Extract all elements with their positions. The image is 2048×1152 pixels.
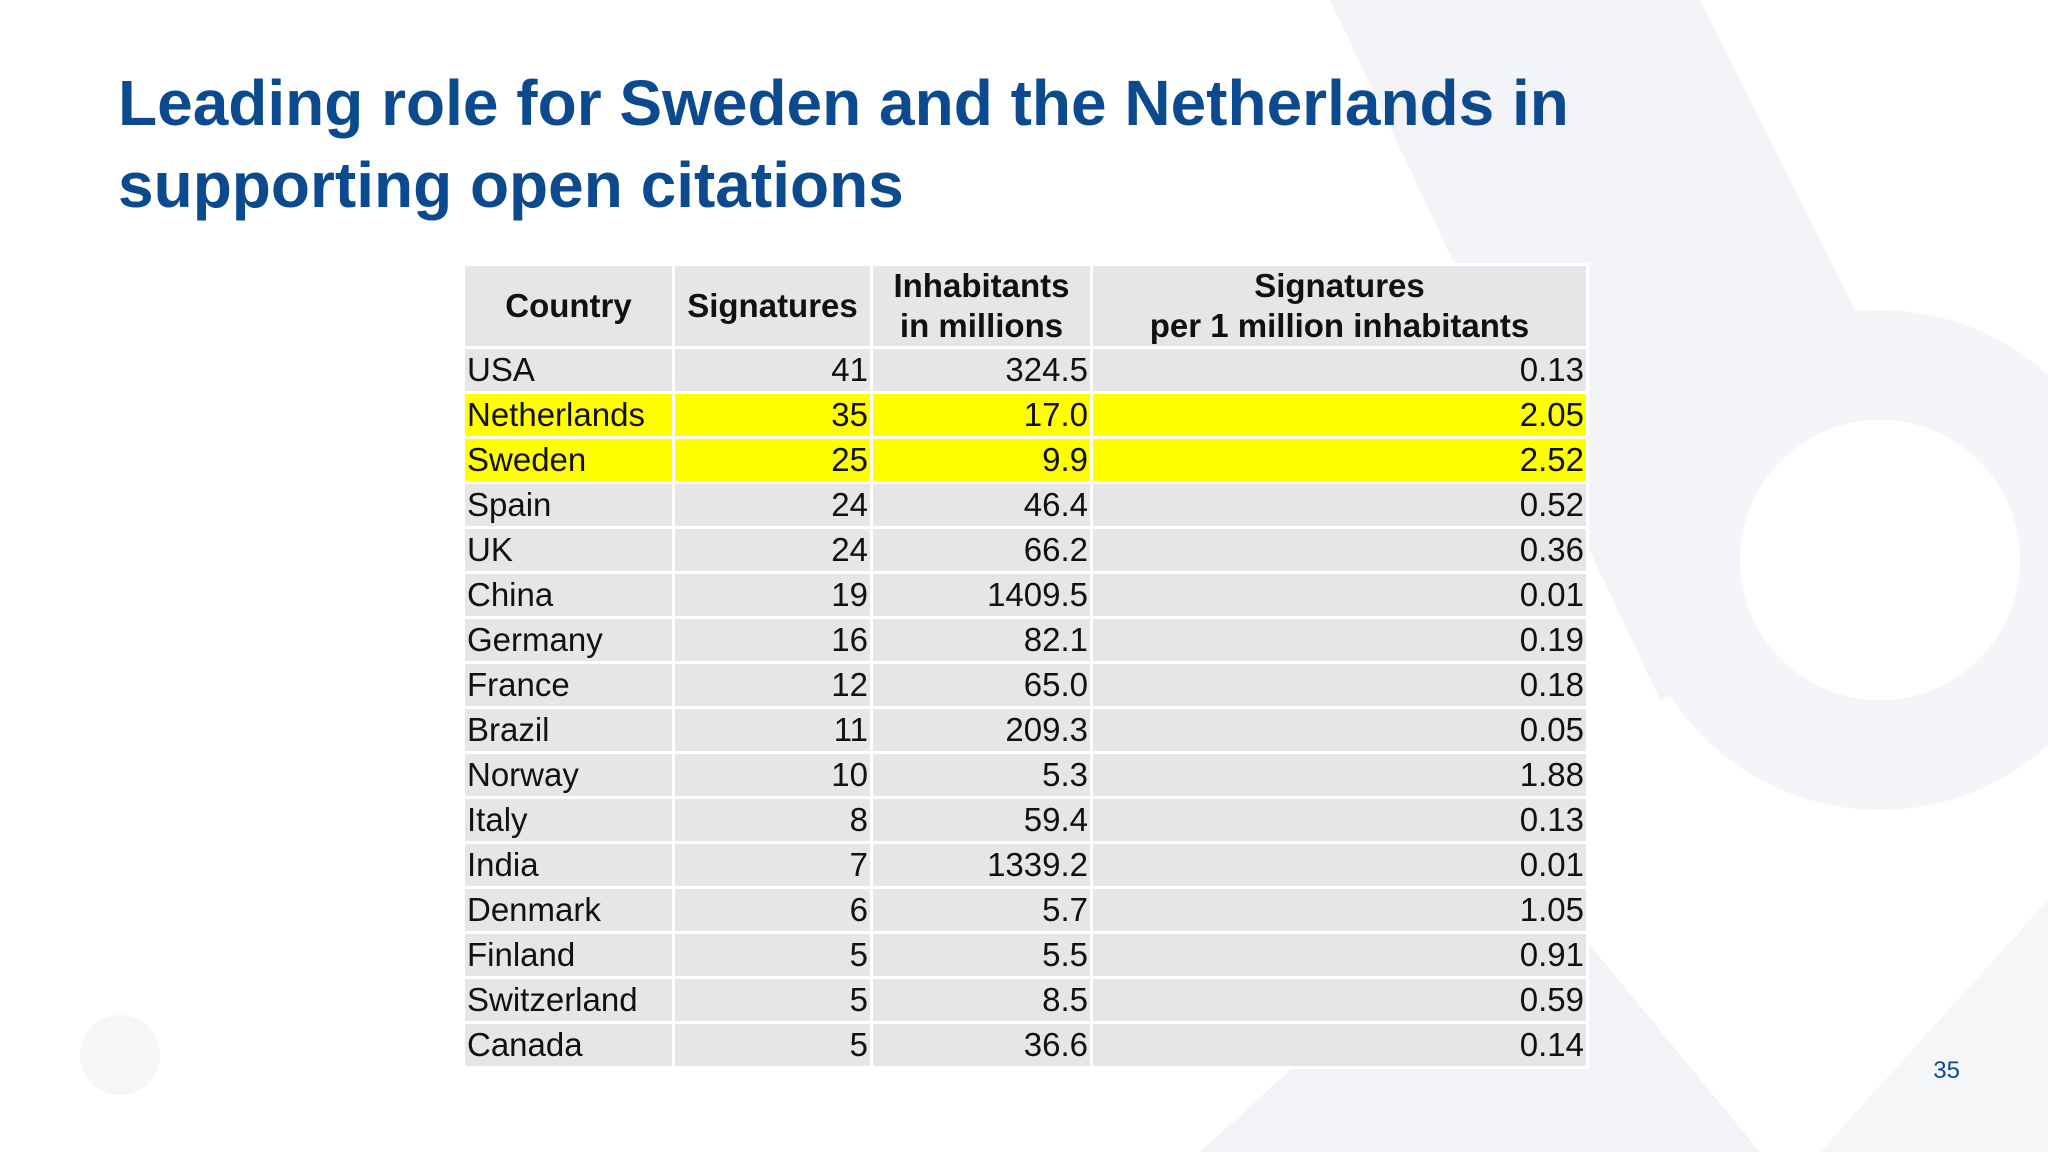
table-row: USA 41 324.5 0.13 (462, 346, 1589, 394)
signatures-cell: 8 (672, 796, 873, 844)
per-million-cell: 0.01 (1090, 571, 1589, 619)
inhabitants-cell: 1409.5 (870, 571, 1093, 619)
country-cell: Spain (462, 481, 675, 529)
signatures-cell: 10 (672, 751, 873, 799)
inhabitants-cell: 8.5 (870, 976, 1093, 1024)
inhabitants-cell: 324.5 (870, 346, 1093, 394)
header-signatures: Signatures (672, 263, 873, 349)
inhabitants-cell: 209.3 (870, 706, 1093, 754)
signatures-cell: 5 (672, 976, 873, 1024)
signatures-table-container: Country Signatures Inhabitants in millio… (462, 263, 1589, 1069)
country-cell: Finland (462, 931, 675, 979)
per-million-cell: 2.52 (1090, 436, 1589, 484)
signatures-cell: 24 (672, 526, 873, 574)
table-row: China 19 1409.5 0.01 (462, 571, 1589, 619)
table-row: Denmark 6 5.7 1.05 (462, 886, 1589, 934)
signatures-cell: 16 (672, 616, 873, 664)
country-cell: Switzerland (462, 976, 675, 1024)
country-cell: China (462, 571, 675, 619)
table-row: Switzerland 5 8.5 0.59 (462, 976, 1589, 1024)
table-row: Spain 24 46.4 0.52 (462, 481, 1589, 529)
signatures-table: Country Signatures Inhabitants in millio… (462, 263, 1589, 1069)
table-row: India 7 1339.2 0.01 (462, 841, 1589, 889)
inhabitants-cell: 66.2 (870, 526, 1093, 574)
country-cell: Netherlands (462, 391, 675, 439)
country-cell: Sweden (462, 436, 675, 484)
table-row: France 12 65.0 0.18 (462, 661, 1589, 709)
slide-title: Leading role for Sweden and the Netherla… (118, 67, 1569, 221)
header-signatures-per-million: Signatures per 1 million inhabitants (1090, 263, 1589, 349)
signatures-cell: 7 (672, 841, 873, 889)
inhabitants-cell: 9.9 (870, 436, 1093, 484)
inhabitants-cell: 17.0 (870, 391, 1093, 439)
table-row: Canada 5 36.6 0.14 (462, 1021, 1589, 1069)
inhabitants-cell: 5.7 (870, 886, 1093, 934)
table-header-row: Country Signatures Inhabitants in millio… (462, 263, 1589, 349)
per-million-cell: 0.01 (1090, 841, 1589, 889)
table-row: Sweden 25 9.9 2.52 (462, 436, 1589, 484)
country-cell: France (462, 661, 675, 709)
header-country: Country (462, 263, 675, 349)
table-row: Norway 10 5.3 1.88 (462, 751, 1589, 799)
signatures-cell: 25 (672, 436, 873, 484)
country-cell: Brazil (462, 706, 675, 754)
per-million-cell: 2.05 (1090, 391, 1589, 439)
inhabitants-cell: 5.5 (870, 931, 1093, 979)
country-cell: Italy (462, 796, 675, 844)
signatures-cell: 41 (672, 346, 873, 394)
per-million-cell: 1.05 (1090, 886, 1589, 934)
table-row: Netherlands 35 17.0 2.05 (462, 391, 1589, 439)
country-cell: India (462, 841, 675, 889)
per-million-cell: 0.91 (1090, 931, 1589, 979)
inhabitants-cell: 1339.2 (870, 841, 1093, 889)
inhabitants-cell: 59.4 (870, 796, 1093, 844)
signatures-cell: 5 (672, 931, 873, 979)
per-million-cell: 1.88 (1090, 751, 1589, 799)
inhabitants-cell: 82.1 (870, 616, 1093, 664)
signatures-cell: 19 (672, 571, 873, 619)
signatures-cell: 6 (672, 886, 873, 934)
signatures-cell: 35 (672, 391, 873, 439)
per-million-cell: 0.18 (1090, 661, 1589, 709)
per-million-cell: 0.14 (1090, 1021, 1589, 1069)
country-cell: USA (462, 346, 675, 394)
header-inhabitants: Inhabitants in millions (870, 263, 1093, 349)
per-million-cell: 0.05 (1090, 706, 1589, 754)
per-million-cell: 0.19 (1090, 616, 1589, 664)
signatures-cell: 5 (672, 1021, 873, 1069)
table-row: Germany 16 82.1 0.19 (462, 616, 1589, 664)
table-body: USA 41 324.5 0.13 Netherlands 35 17.0 2.05 Swede… (462, 346, 1589, 1069)
per-million-cell: 0.13 (1090, 346, 1589, 394)
country-cell: Germany (462, 616, 675, 664)
table-row: Brazil 11 209.3 0.05 (462, 706, 1589, 754)
signatures-cell: 24 (672, 481, 873, 529)
signatures-cell: 11 (672, 706, 873, 754)
table-row: UK 24 66.2 0.36 (462, 526, 1589, 574)
country-cell: UK (462, 526, 675, 574)
page-number: 35 (1933, 1057, 1960, 1084)
table-row: Finland 5 5.5 0.91 (462, 931, 1589, 979)
signatures-cell: 12 (672, 661, 873, 709)
per-million-cell: 0.52 (1090, 481, 1589, 529)
inhabitants-cell: 65.0 (870, 661, 1093, 709)
country-cell: Denmark (462, 886, 675, 934)
per-million-cell: 0.13 (1090, 796, 1589, 844)
country-cell: Canada (462, 1021, 675, 1069)
inhabitants-cell: 5.3 (870, 751, 1093, 799)
inhabitants-cell: 46.4 (870, 481, 1093, 529)
per-million-cell: 0.59 (1090, 976, 1589, 1024)
inhabitants-cell: 36.6 (870, 1021, 1093, 1069)
country-cell: Norway (462, 751, 675, 799)
table-row: Italy 8 59.4 0.13 (462, 796, 1589, 844)
per-million-cell: 0.36 (1090, 526, 1589, 574)
